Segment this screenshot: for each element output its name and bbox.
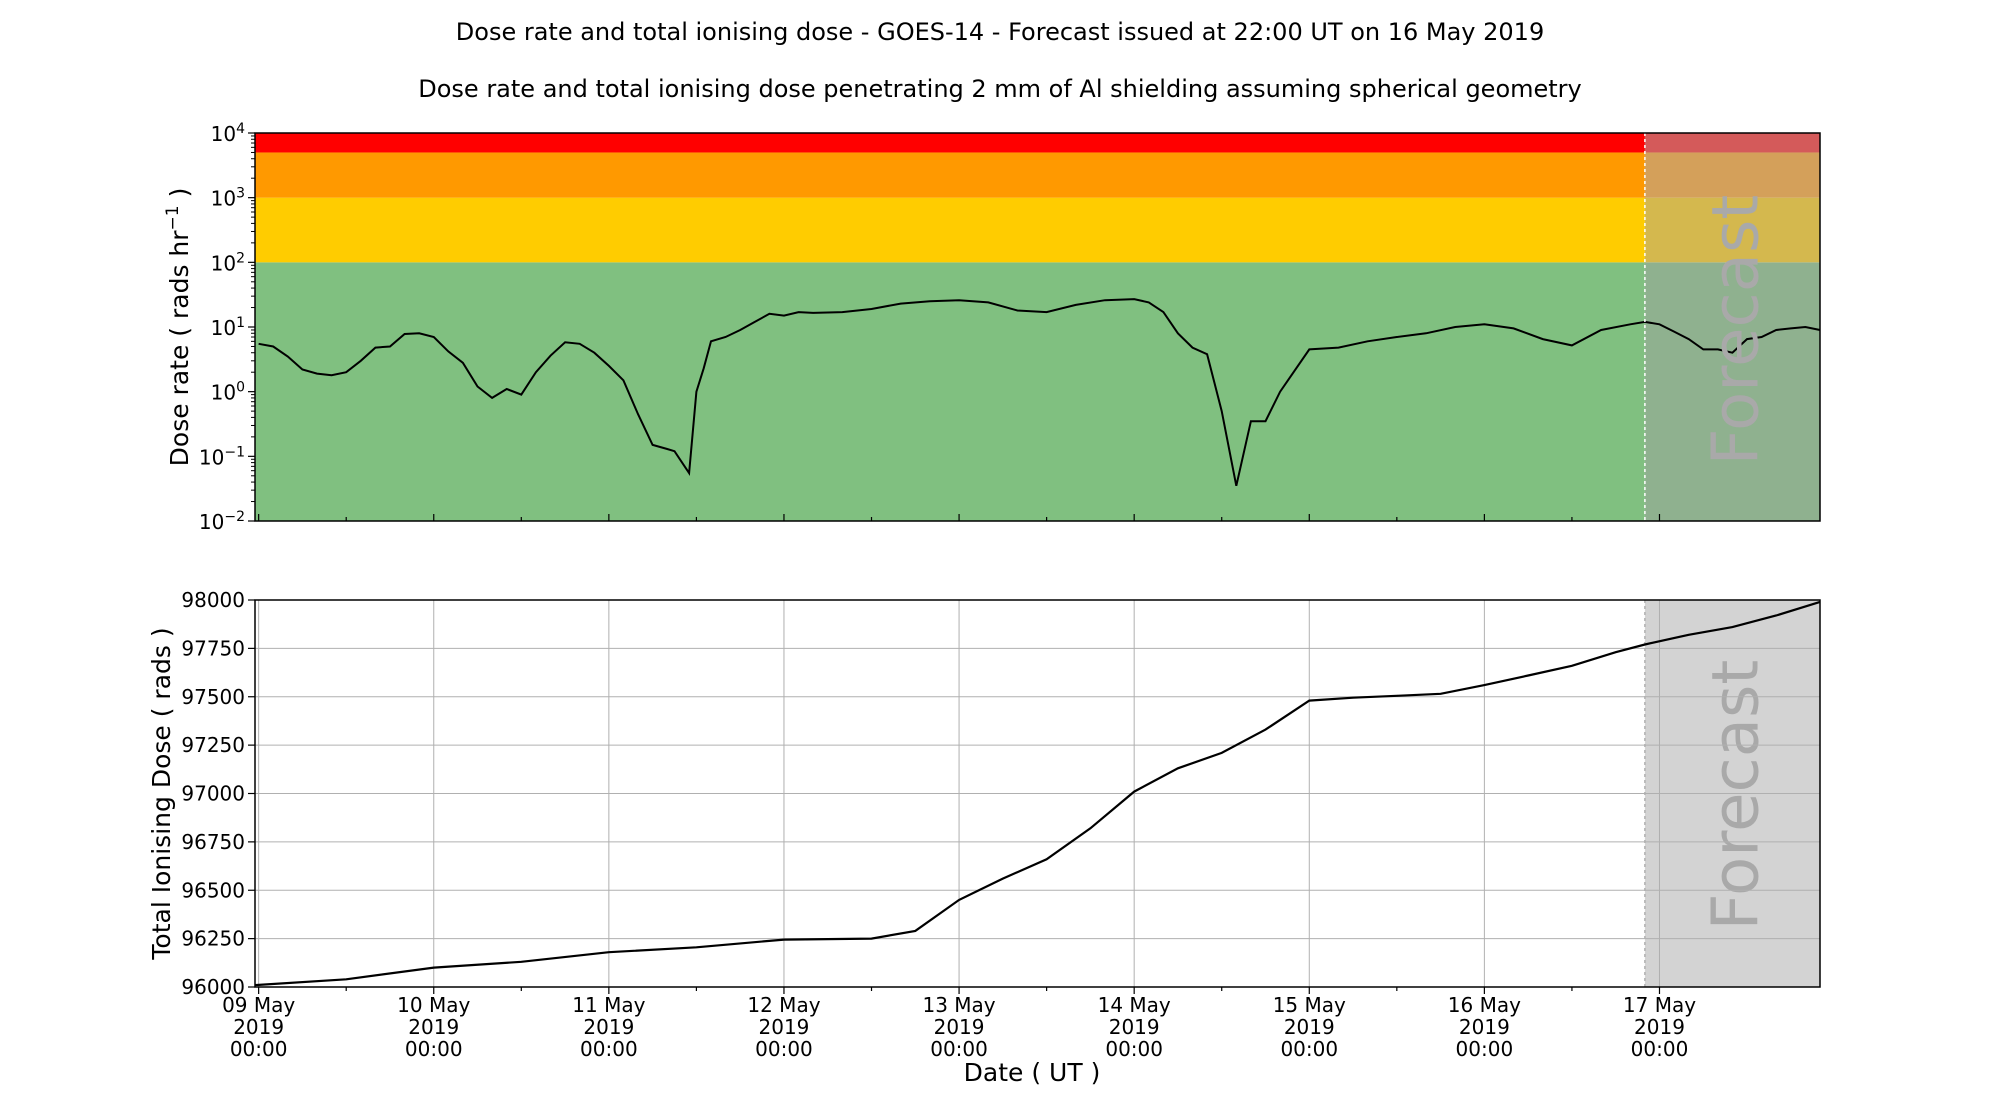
y-tick-exp: 0 (236, 380, 245, 396)
y-tick-label: 97750 (181, 636, 245, 660)
y-tick-label: 97250 (181, 733, 245, 757)
risk-band-forecast-1 (1644, 197, 1820, 263)
x-tick-label: 17 May 2019 00:00 (1623, 993, 1696, 1061)
y-tick-label: 103 (211, 186, 245, 211)
y-tick-label: 98000 (181, 588, 245, 612)
y-tick-exp: 4 (236, 121, 245, 137)
risk-band-1 (255, 197, 1645, 263)
y-tick-label: 100 (211, 380, 245, 405)
risk-band-0 (255, 262, 1645, 521)
y-tick-label: 10−2 (199, 509, 245, 534)
total-dose-y-label: Total Ionising Dose ( rads ) (147, 627, 176, 960)
x-tick-label-line: 09 May (222, 993, 295, 1017)
dose-rate-line (258, 298, 1821, 487)
dose-rate-y-label: Dose rate ( rads hr−1 ) (163, 188, 194, 467)
dose-rate-y-label-main: Dose rate ( rads hr (165, 230, 194, 467)
x-tick-label-line: 16 May (1448, 993, 1521, 1017)
x-tick-label-line: 00:00 (230, 1037, 288, 1061)
x-tick-label-line: 17 May (1623, 993, 1696, 1017)
x-tick-label: 15 May 2019 00:00 (1273, 993, 1346, 1061)
y-tick-base: 10 (211, 187, 236, 211)
y-tick-base: 10 (199, 510, 224, 534)
y-tick-exp: 1 (236, 315, 245, 331)
risk-band-2 (255, 152, 1645, 198)
forecast-region: Forecast (1644, 133, 1774, 521)
x-tick-label-line: 2019 (1459, 1015, 1510, 1039)
dose-rate-y-label-end: ) (165, 188, 194, 206)
x-tick-label: 16 May 2019 00:00 (1448, 993, 1521, 1061)
x-tick-label-line: 13 May (922, 993, 995, 1017)
dose-rate-x-ticks (258, 514, 1661, 521)
x-tick-label-line: 00:00 (1105, 1037, 1163, 1061)
y-tick-base: 10 (211, 381, 236, 405)
x-tick-label: 12 May 2019 00:00 (747, 993, 820, 1061)
forecast-label: Forecast (1700, 660, 1774, 931)
chart-title: Dose rate and total ionising dose - GOES… (456, 18, 1544, 46)
y-tick-label: 97000 (181, 782, 245, 806)
total-dose-line (254, 600, 1821, 987)
x-tick-label: 11 May 2019 00:00 (572, 993, 645, 1061)
y-tick-base: 10 (211, 122, 236, 146)
x-tick-label-line: 2019 (759, 1015, 810, 1039)
y-tick-label: 10−1 (199, 444, 245, 469)
dose-rate-y-label-sup: −1 (163, 205, 183, 230)
y-tick-label: 101 (211, 315, 245, 340)
y-tick-label: 96500 (181, 878, 245, 902)
x-tick-label-line: 00:00 (580, 1037, 638, 1061)
dose-rate-line-group (258, 298, 1821, 487)
y-tick-label: 104 (211, 121, 245, 146)
x-tick-label-line: 14 May (1098, 993, 1171, 1017)
x-tick-label: 10 May 2019 00:00 (397, 993, 470, 1061)
risk-bands (255, 133, 1820, 521)
x-tick-label-line: 2019 (233, 1015, 284, 1039)
y-tick-label: 96250 (181, 927, 245, 951)
risk-band-forecast-3 (1644, 133, 1820, 153)
x-tick-label-line: 00:00 (755, 1037, 813, 1061)
x-tick-label-line: 2019 (1109, 1015, 1160, 1039)
x-tick-label-line: 00:00 (930, 1037, 988, 1061)
x-tick-label-line: 2019 (408, 1015, 459, 1039)
x-axis-label: Date ( UT ) (964, 1058, 1101, 1087)
y-tick-exp: −2 (224, 509, 245, 525)
x-tick-label-line: 15 May (1273, 993, 1346, 1017)
x-tick-label-line: 2019 (1284, 1015, 1335, 1039)
x-tick-label-line: 2019 (583, 1015, 634, 1039)
x-tick-label-line: 2019 (934, 1015, 985, 1039)
x-tick-label-line: 2019 (1634, 1015, 1685, 1039)
chart-subtitle: Dose rate and total ionising dose penetr… (418, 75, 1582, 103)
x-tick-label-line: 00:00 (1456, 1037, 1514, 1061)
y-tick-exp: 3 (236, 186, 245, 202)
risk-band-3 (255, 133, 1645, 153)
x-tick-label: 09 May 2019 00:00 (222, 993, 295, 1061)
risk-band-forecast-0 (1644, 262, 1820, 521)
y-tick-exp: −1 (224, 444, 245, 460)
x-tick-label-line: 11 May (572, 993, 645, 1017)
risk-band-forecast-2 (1644, 152, 1820, 198)
y-tick-label: 96750 (181, 830, 245, 854)
y-tick-exp: 2 (236, 250, 245, 266)
y-tick-base: 10 (211, 316, 236, 340)
y-tick-label: 102 (211, 250, 245, 275)
x-tick-label-line: 12 May (747, 993, 820, 1017)
x-tick-label-line: 00:00 (1631, 1037, 1689, 1061)
total-dose-y-ticks: 96000 96250 96500 96750 97000 97250 97500 97750… (181, 588, 255, 999)
forecast-label: Forecast (1700, 195, 1774, 466)
x-tick-label-line: 10 May (397, 993, 470, 1017)
y-tick-base: 10 (199, 445, 224, 469)
x-tick-label: 13 May 2019 00:00 (922, 993, 995, 1061)
total-dose-grid (255, 599, 1820, 988)
x-tick-label: 14 May 2019 00:00 (1098, 993, 1171, 1061)
y-tick-label: 97500 (181, 685, 245, 709)
y-tick-label: 96000 (181, 975, 245, 999)
y-tick-base: 10 (211, 251, 236, 275)
x-tick-label-line: 00:00 (1280, 1037, 1338, 1061)
total-dose-line-group (254, 600, 1821, 987)
x-tick-label-line: 00:00 (405, 1037, 463, 1061)
